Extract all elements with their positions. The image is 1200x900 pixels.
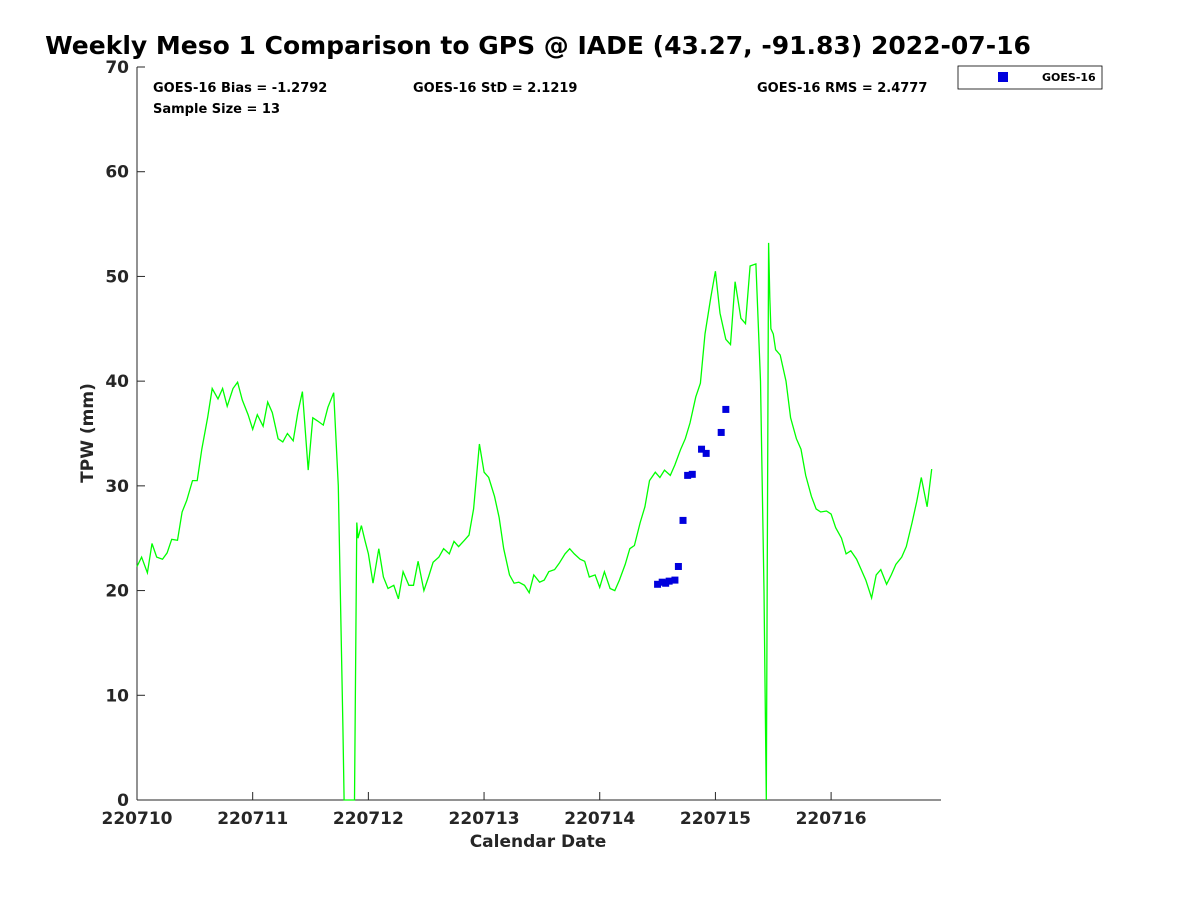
y-tick-label: 40 [105, 372, 129, 392]
goes-16-point [684, 471, 692, 479]
x-axis-label: Calendar Date [470, 832, 607, 852]
x-tick-label: 220715 [680, 809, 751, 829]
goes-16-point [665, 577, 673, 585]
axes [136, 67, 941, 801]
goes-16-point [688, 470, 696, 478]
x-ticks: 220710 220711 220712 220713 220714 220715 2207… [102, 792, 867, 829]
y-ticks: 0 10 20 30 40 50 60 70 [105, 58, 145, 811]
sample-size-stat: Sample Size = 13 [153, 102, 280, 117]
y-tick-label: 20 [105, 582, 129, 602]
y-tick-label: 60 [105, 163, 129, 183]
y-tick-label: 30 [105, 477, 129, 497]
goes-16-point [717, 428, 725, 436]
y-tick-label: 10 [105, 686, 129, 706]
goes-16-point [698, 445, 706, 453]
y-tick-label: 0 [117, 791, 129, 811]
x-tick-label: 220716 [796, 809, 867, 829]
x-tick-label: 220712 [333, 809, 404, 829]
goes-16-point [674, 562, 682, 570]
goes-16-point [702, 449, 710, 457]
y-axis-label: TPW (mm) [78, 383, 98, 483]
x-tick-label: 220711 [217, 809, 288, 829]
legend-box [957, 65, 1103, 90]
legend: GOES-16 [957, 65, 1103, 90]
goes-16-point [722, 405, 730, 413]
goes-16-point [679, 516, 687, 524]
x-tick-label: 220710 [102, 809, 173, 829]
y-tick-label: 70 [105, 58, 129, 78]
x-tick-label: 220713 [449, 809, 520, 829]
goes-16-point [671, 576, 679, 584]
bias-stat: GOES-16 Bias = -1.2792 [153, 81, 327, 96]
goes-16-point [654, 580, 662, 588]
std-stat: GOES-16 StD = 2.1219 [413, 81, 577, 96]
chart-title: Weekly Meso 1 Comparison to GPS @ IADE (… [45, 31, 1031, 60]
goes-series-points [654, 405, 730, 588]
legend-marker [998, 72, 1008, 82]
x-tick-label: 220714 [564, 809, 635, 829]
y-tick-label: 50 [105, 267, 129, 287]
rms-stat: GOES-16 RMS = 2.4777 [757, 81, 927, 96]
legend-label-goes-16: GOES-16 [1042, 71, 1096, 84]
gps-series-line [136, 242, 933, 801]
